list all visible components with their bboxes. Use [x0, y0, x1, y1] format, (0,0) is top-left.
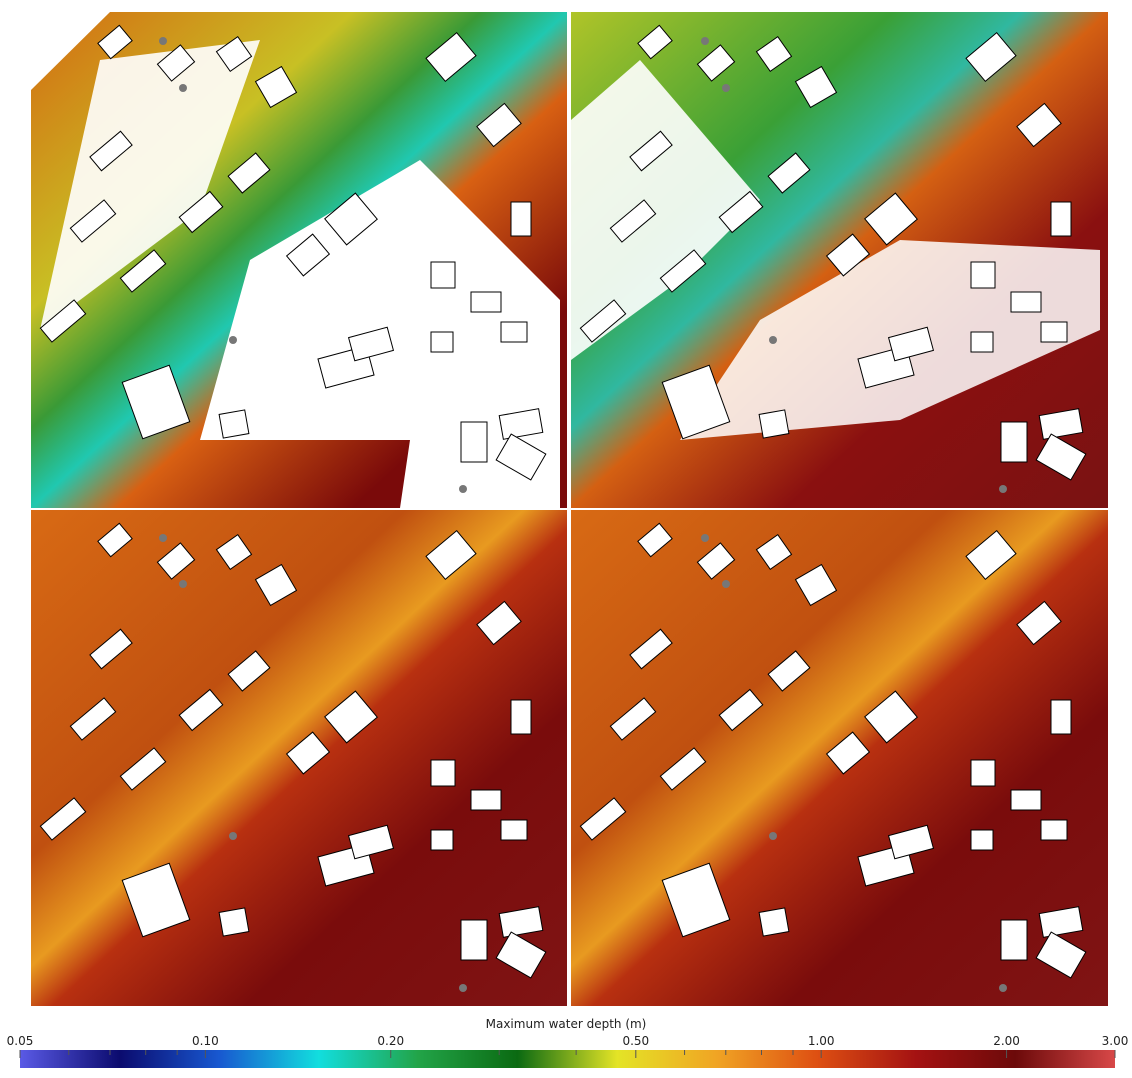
figure: Maximum water depth (m) 0.05 0.10 0.20 0.50… — [0, 0, 1132, 1074]
x-tick-label: 2.00 — [993, 1034, 1020, 1048]
map-panel — [571, 12, 1108, 508]
x-tick-label: 3.00 — [1102, 1034, 1129, 1048]
x-tick-label: 0.50 — [622, 1034, 649, 1048]
x-tick-label: 0.10 — [192, 1034, 219, 1048]
x-tick-label: 0.20 — [377, 1034, 404, 1048]
colorbar — [20, 1050, 1115, 1068]
colorbar-title: Maximum water depth (m) — [486, 1017, 647, 1031]
x-tick-label: 1.00 — [808, 1034, 835, 1048]
map-panel — [31, 12, 567, 508]
map-panel — [31, 510, 567, 1006]
map-panel — [571, 510, 1108, 1006]
x-tick-label: 0.05 — [7, 1034, 34, 1048]
